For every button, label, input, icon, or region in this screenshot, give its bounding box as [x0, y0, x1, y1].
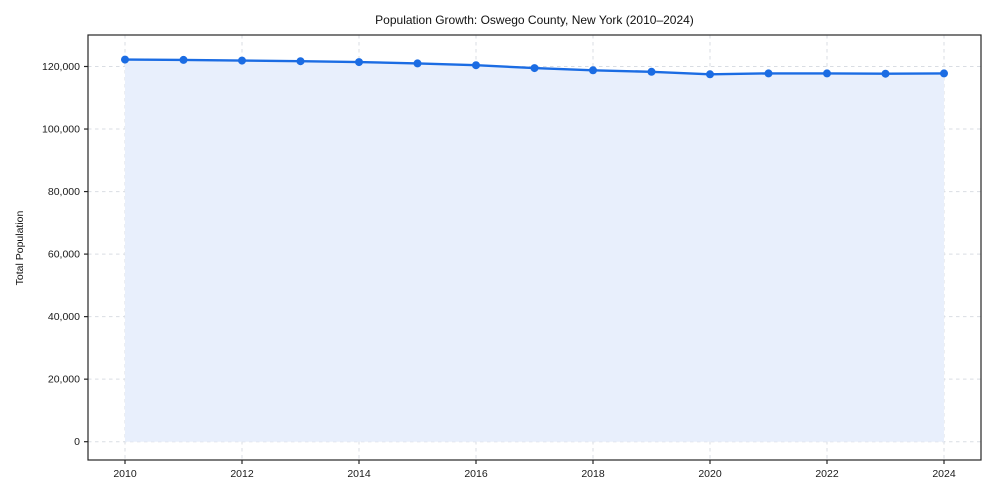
data-point-2023 — [881, 69, 890, 78]
data-point-2010 — [121, 55, 129, 64]
x-tick-label: 2014 — [347, 468, 371, 480]
x-tick-label: 2018 — [581, 468, 605, 480]
axes-border — [87, 34, 982, 461]
chart-title: Population Growth: Oswego County, New Yo… — [375, 13, 694, 27]
data-point-2015 — [413, 59, 422, 68]
data-point-2018 — [589, 66, 597, 75]
y-tick-label: 80,000 — [48, 186, 80, 198]
x-tick-label: 2010 — [113, 468, 137, 480]
data-point-2014 — [355, 58, 363, 67]
y-tick-label: 40,000 — [48, 311, 80, 323]
x-tick-label: 2016 — [464, 468, 488, 480]
data-point-2012 — [238, 56, 246, 65]
data-point-2021 — [764, 69, 773, 78]
data-point-2017 — [530, 64, 539, 73]
data-point-2024 — [940, 69, 948, 78]
data-point-2019 — [647, 67, 656, 76]
data-point-2022 — [823, 69, 831, 78]
y-tick-label: 100,000 — [42, 124, 80, 136]
y-tick-label: 120,000 — [42, 61, 80, 73]
y-tick-label: 20,000 — [48, 374, 80, 386]
x-tick-label: 2012 — [230, 468, 254, 480]
data-point-2011 — [179, 55, 188, 64]
y-tick-label: 0 — [74, 436, 80, 448]
x-tick-label: 2022 — [815, 468, 839, 480]
x-tick-label: 2024 — [932, 468, 956, 480]
x-tick-label: 2020 — [698, 468, 722, 480]
data-point-2020 — [706, 70, 714, 79]
data-point-2016 — [472, 61, 480, 70]
y-tick-label: 60,000 — [48, 249, 80, 261]
area-fill — [125, 59, 944, 442]
data-point-2013 — [296, 57, 305, 66]
